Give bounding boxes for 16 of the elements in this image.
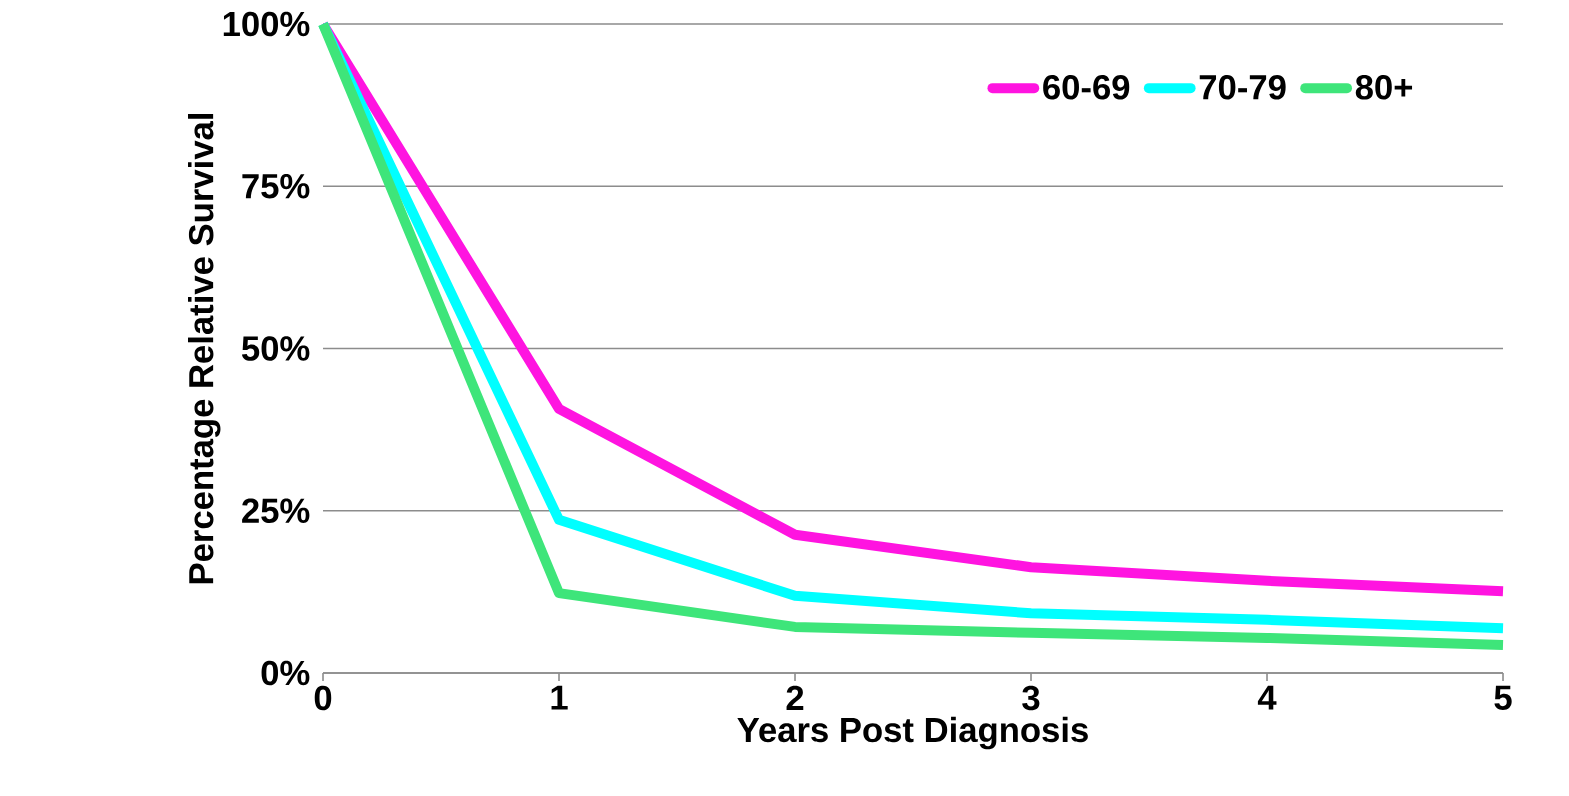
y-tick-label: 50%: [241, 336, 310, 361]
x-tick-label: 0: [314, 685, 332, 711]
x-axis-title: Years Post Diagnosis: [737, 716, 1088, 750]
y-tick-label: 0%: [261, 660, 310, 686]
x-tick-label: 3: [1022, 685, 1040, 711]
y-tick-label: 100%: [223, 11, 310, 37]
legend-label: 60-69: [1043, 75, 1130, 100]
y-tick-label: 75%: [242, 174, 310, 199]
x-tick-label: 1: [551, 685, 568, 710]
y-axis-title: Percentage Relative Survival: [188, 114, 221, 584]
x-tick-label: 4: [1257, 685, 1277, 710]
x-tick-label: 5: [1494, 685, 1512, 710]
y-tick-label: 25%: [242, 498, 310, 524]
legend-label: 80+: [1355, 75, 1413, 100]
x-tick-label: 2: [786, 685, 804, 710]
legend-label: 70-79: [1199, 75, 1286, 100]
